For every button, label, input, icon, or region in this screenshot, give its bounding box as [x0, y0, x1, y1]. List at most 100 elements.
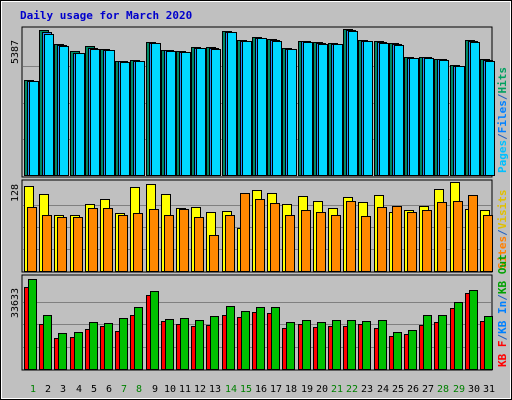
legend-part-hits-files-pages-1: /	[496, 133, 509, 140]
bar-visits-sites-sites-day-18	[285, 215, 295, 272]
x-label-day-9: 9	[152, 384, 158, 395]
x-axis-labels: 1 2 3 4 5 6 7 8 9 10 11 12 13 14 15 16 17 18 19 20 21 22 23 24 2…	[30, 384, 495, 395]
bar-hits-files-pages-pages-day-20	[318, 44, 328, 176]
bar-kb-f-in-out-kb-out-day-12	[195, 320, 204, 370]
bar-visits-sites-sites-day-3	[57, 217, 67, 272]
bar-hits-files-pages-pages-day-8	[135, 61, 145, 176]
bar-kb-f-in-out-kb-out-day-19	[302, 320, 311, 370]
bar-hits-files-pages-pages-day-22	[348, 31, 358, 176]
bar-visits-sites-sites-day-11	[179, 209, 189, 272]
bar-hits-files-pages-pages-day-12	[196, 48, 206, 176]
legend-hits-files-pages: Pages/Files/Hits	[496, 67, 509, 173]
bar-hits-files-pages-pages-day-13	[211, 49, 221, 176]
bar-visits-sites-sites-day-27	[422, 210, 432, 272]
bar-hits-files-pages-pages-day-2	[44, 34, 54, 176]
x-label-day-6: 6	[106, 384, 112, 395]
bar-hits-files-pages-pages-day-6	[105, 50, 115, 176]
bar-kb-f-in-out-kb-out-day-26	[408, 330, 417, 370]
x-label-day-29: 29	[453, 384, 465, 395]
bar-visits-sites-sites-day-20	[316, 212, 326, 272]
legend-part-hits-files-pages-2: Files	[496, 100, 509, 133]
bar-kb-f-in-out-kb-out-day-1	[28, 279, 37, 370]
bar-visits-sites-sites-day-24	[377, 207, 387, 272]
x-label-day-26: 26	[407, 384, 419, 395]
bar-visits-sites-sites-day-9	[149, 209, 159, 272]
x-label-day-23: 23	[361, 384, 373, 395]
x-label-day-31: 31	[483, 384, 495, 395]
bar-visits-sites-sites-day-16	[255, 199, 265, 272]
bar-visits-sites-sites-day-15	[240, 193, 250, 272]
bar-visits-sites-sites-day-25	[392, 206, 402, 272]
x-label-day-28: 28	[437, 384, 449, 395]
x-label-day-27: 27	[422, 384, 434, 395]
bar-kb-f-in-out-kb-out-day-14	[226, 306, 235, 370]
bar-kb-f-in-out-kb-out-day-20	[317, 322, 326, 370]
bar-visits-sites-sites-day-19	[301, 210, 311, 272]
x-label-day-8: 8	[136, 384, 142, 395]
x-label-day-20: 20	[316, 384, 328, 395]
bar-visits-sites-sites-day-30	[468, 195, 478, 272]
x-label-day-15: 15	[240, 384, 252, 395]
bar-hits-files-pages-pages-day-15	[242, 41, 252, 176]
bar-kb-f-in-out-kb-out-day-11	[180, 318, 189, 370]
bar-hits-files-pages-pages-day-24	[379, 43, 389, 176]
x-label-day-7: 7	[121, 384, 127, 395]
bar-hits-files-pages-pages-day-1	[29, 81, 39, 176]
x-label-day-21: 21	[331, 384, 343, 395]
x-label-day-25: 25	[392, 384, 404, 395]
bar-hits-files-pages-pages-day-14	[227, 32, 237, 176]
bar-hits-files-pages-pages-day-27	[424, 58, 434, 176]
x-label-day-3: 3	[60, 384, 66, 395]
x-label-day-14: 14	[225, 384, 237, 395]
legend-part-kb-f-in-out-1: /	[496, 334, 509, 341]
bar-hits-files-pages-pages-day-30	[470, 42, 480, 176]
bar-kb-f-in-out-kb-out-day-8	[134, 307, 143, 370]
bar-visits-sites-sites-day-14	[225, 215, 235, 272]
bar-visits-sites-sites-day-1	[27, 207, 37, 272]
bar-hits-files-pages-pages-day-19	[303, 42, 313, 176]
bar-kb-f-in-out-kb-out-day-13	[210, 316, 219, 370]
bar-kb-f-in-out-kb-out-day-30	[469, 290, 478, 370]
legend-part-kb-f-in-out-4: KB Out	[496, 254, 509, 294]
x-label-day-22: 22	[346, 384, 358, 395]
legend-part-hits-files-pages-0: Pages	[496, 140, 509, 173]
bar-kb-f-in-out-kb-out-day-9	[150, 291, 159, 370]
bar-visits-sites-sites-day-17	[270, 203, 280, 272]
bar-hits-files-pages-pages-day-11	[181, 52, 191, 176]
x-label-day-16: 16	[255, 384, 267, 395]
bar-kb-f-in-out-kb-out-day-25	[393, 332, 402, 370]
x-label-day-19: 19	[301, 384, 313, 395]
panel-middle-max-label: 128	[10, 184, 21, 202]
bar-visits-sites-sites-day-4	[73, 217, 83, 272]
bar-kb-f-in-out-kb-out-day-27	[423, 315, 432, 370]
bar-hits-files-pages-pages-day-17	[272, 41, 282, 176]
legend-part-kb-f-in-out-2: KB In	[496, 301, 509, 334]
legend-part-hits-files-pages-4: Hits	[496, 67, 509, 94]
bar-visits-sites-sites-day-29	[453, 201, 463, 272]
bar-kb-f-in-out-kb-out-day-2	[43, 315, 52, 370]
bar-visits-sites-sites-day-7	[118, 215, 128, 272]
bar-kb-f-in-out-kb-out-day-5	[89, 322, 98, 370]
bar-visits-sites-sites-day-6	[103, 208, 113, 272]
bar-visits-sites-sites-day-5	[88, 208, 98, 272]
legend-part-visits-sites-0: Sites	[496, 236, 509, 269]
x-label-day-12: 12	[194, 384, 206, 395]
bar-kb-f-in-out-kb-out-day-4	[74, 332, 83, 370]
x-label-day-2: 2	[45, 384, 51, 395]
x-label-day-1: 1	[30, 384, 36, 395]
x-label-day-24: 24	[377, 384, 389, 395]
bar-kb-f-in-out-kb-out-day-10	[165, 319, 174, 370]
x-label-day-11: 11	[179, 384, 191, 395]
bar-visits-sites-sites-day-28	[437, 202, 447, 272]
bar-hits-files-pages-pages-day-29	[455, 66, 465, 176]
bar-visits-sites-sites-day-23	[361, 216, 371, 272]
bar-visits-sites-sites-day-10	[164, 215, 174, 272]
bar-kb-f-in-out-kb-out-day-15	[241, 311, 250, 370]
bar-hits-files-pages-pages-day-10	[166, 51, 176, 176]
legend-part-kb-f-in-out-0: KB F	[496, 341, 509, 368]
legend-part-visits-sites-2: Visits	[496, 190, 509, 230]
bar-hits-files-pages-pages-day-7	[120, 62, 130, 176]
panel-bottom-max-label: 33633	[10, 288, 21, 318]
